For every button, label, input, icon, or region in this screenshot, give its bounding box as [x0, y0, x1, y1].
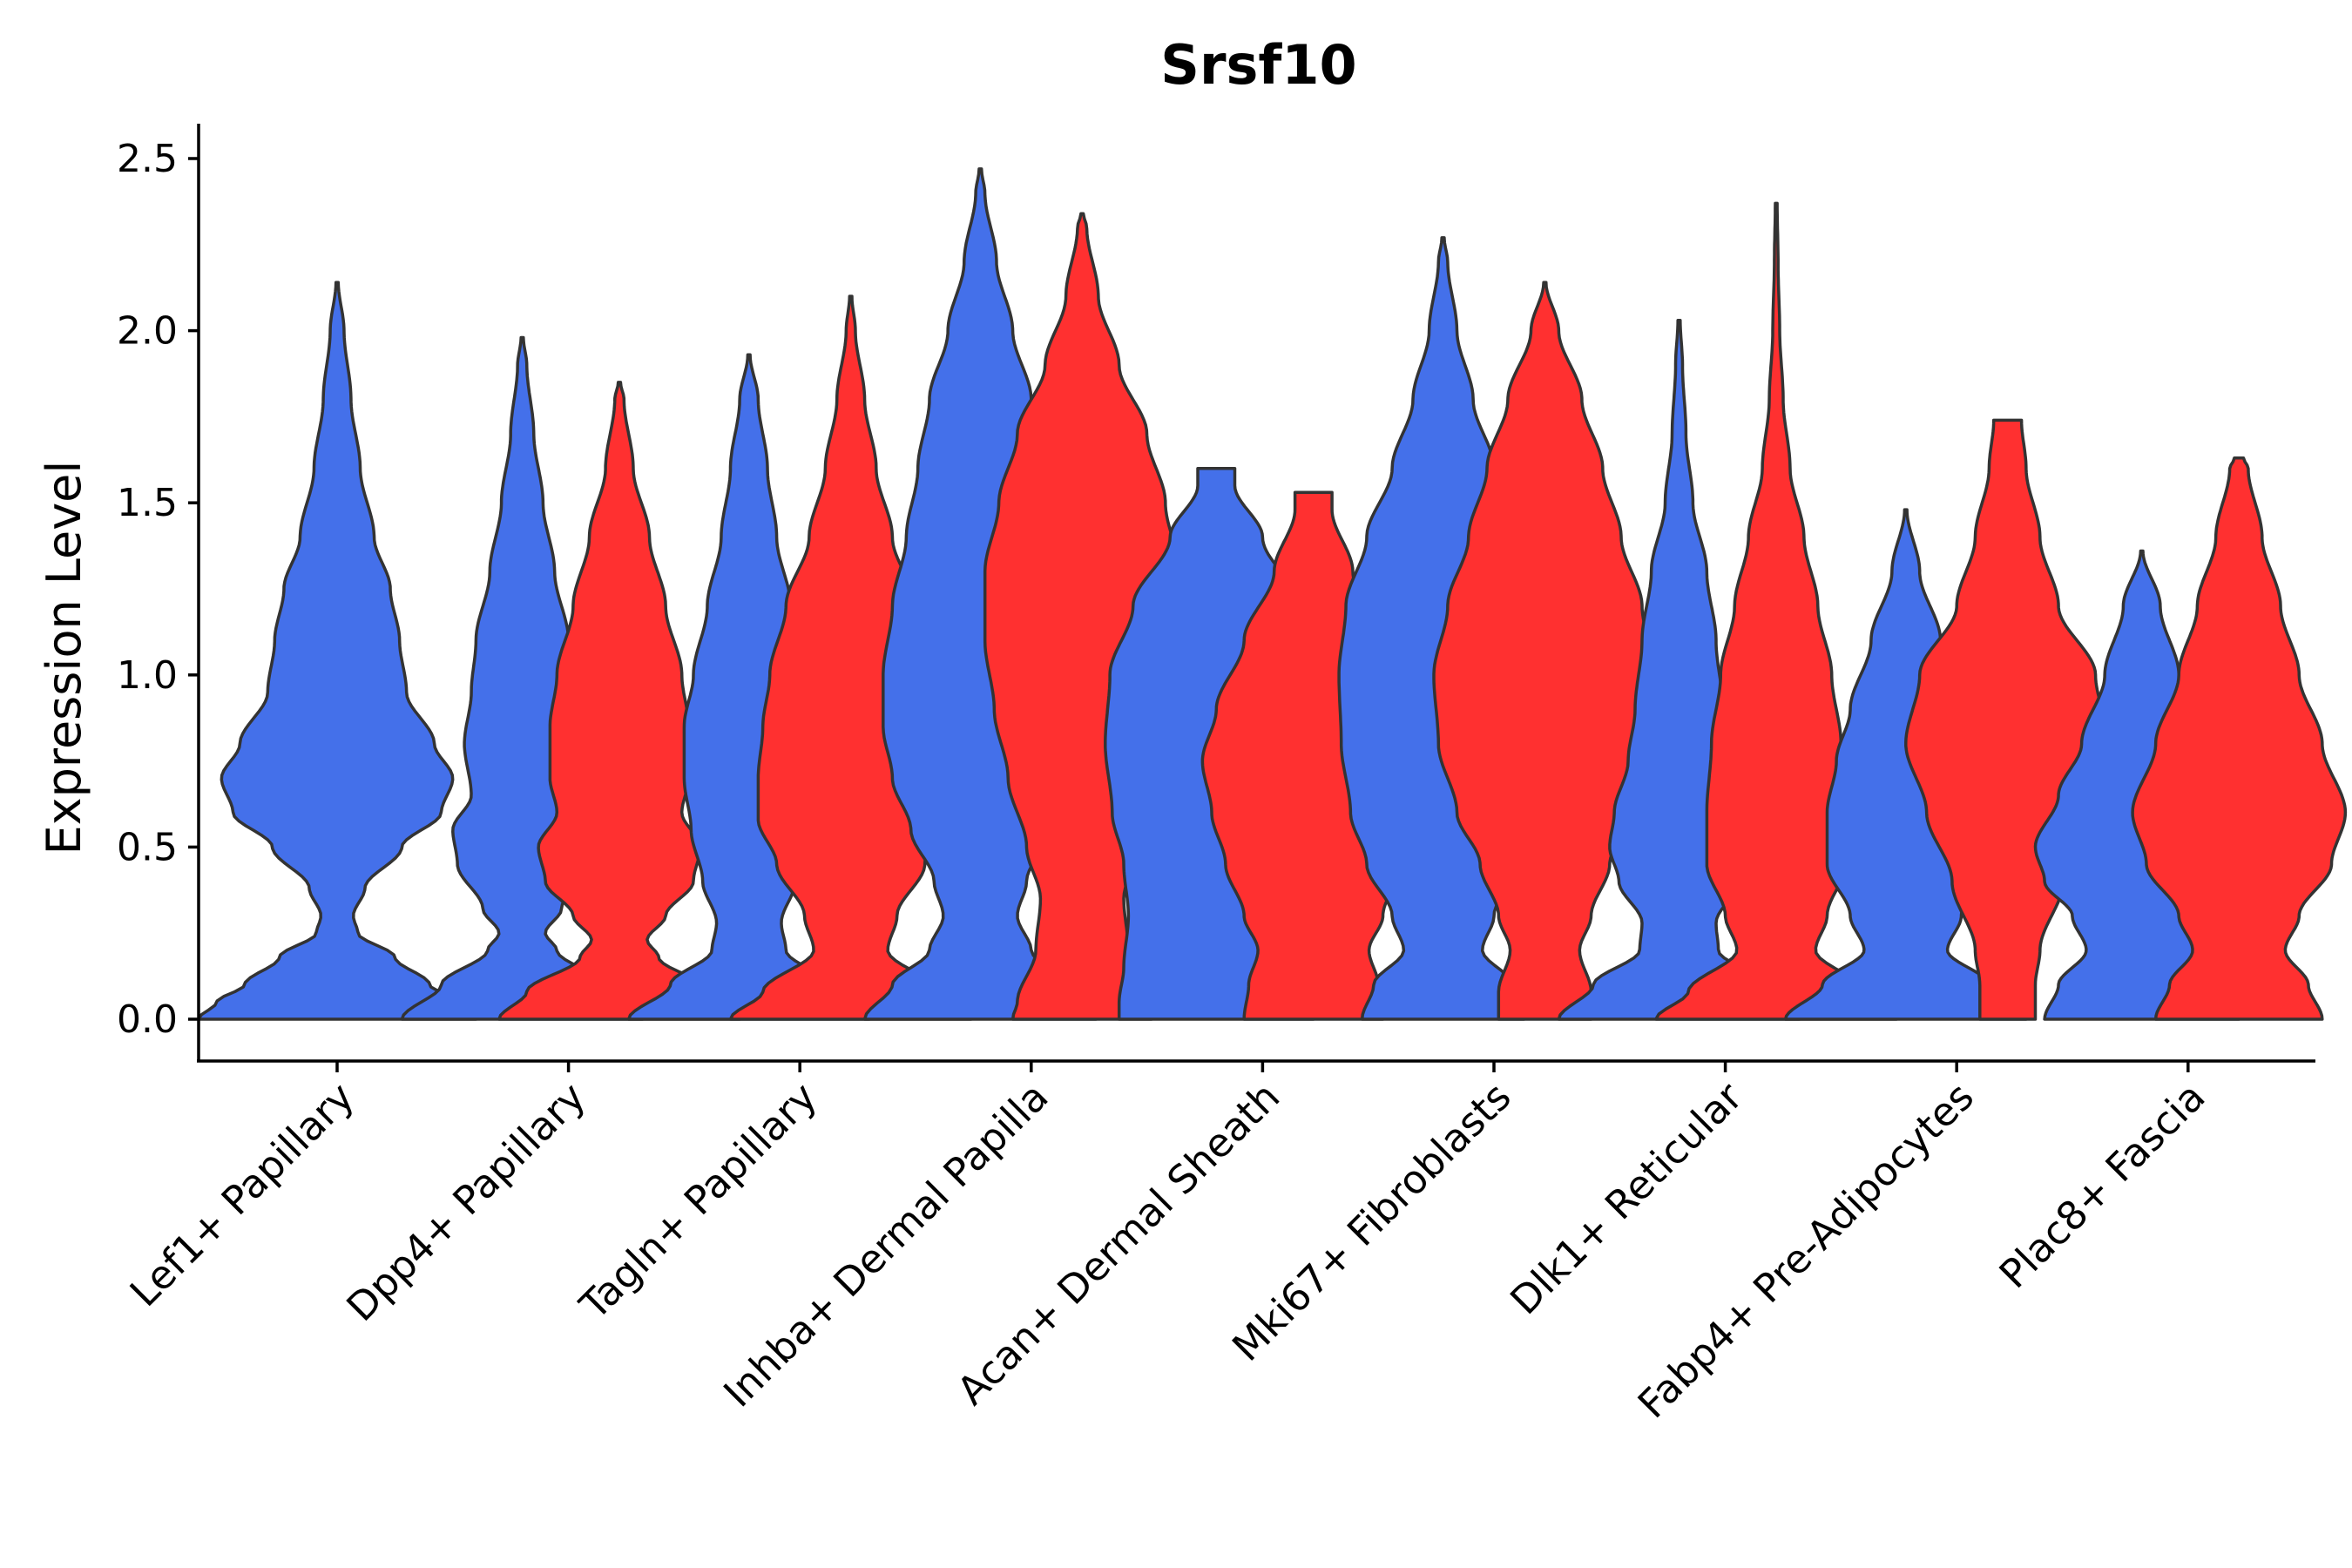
violin-group-a [196, 280, 478, 1021]
y-tick-label: 2.5 [117, 137, 178, 181]
violin-group-b [2131, 456, 2348, 1021]
x-tick-label: Tagln+ Papillary [571, 1073, 826, 1328]
x-tick-label: Lef1+ Papillary [121, 1073, 363, 1315]
y-tick-label: 2.0 [117, 309, 178, 354]
y-axis-label: Expression Level [37, 461, 91, 855]
x-tick-label: Dlk1+ Reticular [1501, 1073, 1751, 1323]
x-tick-label: Dpp4+ Papillary [338, 1073, 595, 1330]
violins-layer [196, 167, 2348, 1021]
y-axis-ticks: 0.0 0.5 1.0 1.5 2.0 2.5 [117, 137, 199, 1042]
y-tick-label: 1.0 [117, 653, 178, 698]
chart-title: Srsf10 [1160, 33, 1356, 97]
y-tick-label: 0.0 [117, 997, 178, 1042]
violin-group-b [497, 381, 741, 1021]
y-tick-label: 0.5 [117, 825, 178, 869]
y-tick-label: 1.5 [117, 481, 178, 525]
x-tick-label: Plac8+ Fascia [1990, 1073, 2214, 1297]
